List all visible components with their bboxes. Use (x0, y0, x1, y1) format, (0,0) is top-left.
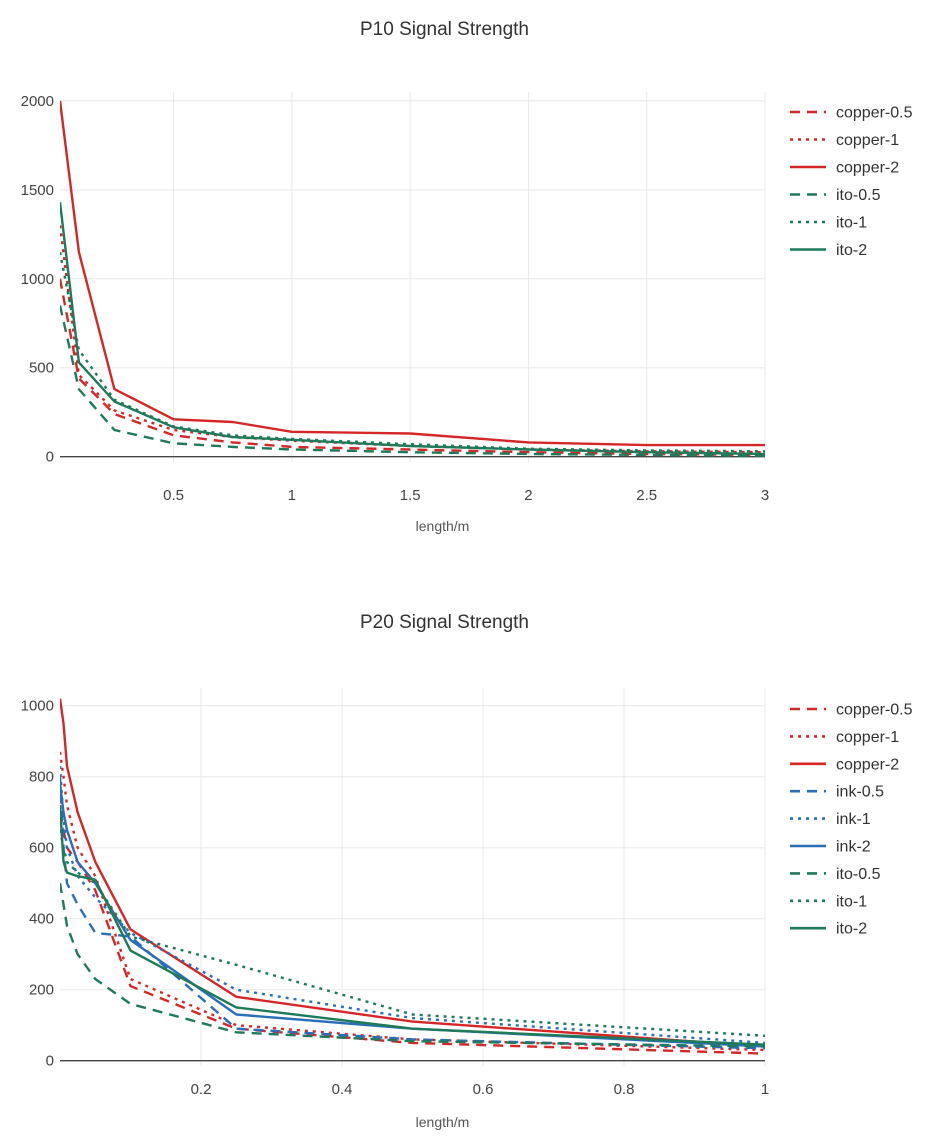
series-group (60, 100, 765, 457)
legend-label: ito-2 (836, 242, 867, 259)
chart-title: P20 Signal Strength (360, 612, 529, 633)
legend-item[interactable]: ito-2 (790, 921, 867, 938)
legend-item[interactable]: copper-1 (790, 729, 899, 746)
legend-label: copper-1 (836, 132, 899, 149)
series-line-copper-1 (60, 751, 765, 1052)
series-line-ito-0.5 (60, 883, 765, 1048)
series-line-copper-2 (60, 100, 765, 447)
legend-label: ink-1 (836, 811, 871, 828)
legend: copper-0.5 copper-1 copper-2 ink-0.5 ink-1 in… (790, 702, 913, 938)
series-line-copper-0.5 (60, 278, 765, 457)
series-line-copper-0.5 (60, 811, 765, 1055)
y-tick-label: 600 (29, 840, 54, 857)
y-tick-label: 800 (29, 769, 54, 786)
legend-label: ink-0.5 (836, 784, 884, 801)
legend-item[interactable]: copper-1 (790, 132, 899, 149)
legend-label: ito-0.5 (836, 866, 881, 883)
legend-label: copper-2 (836, 160, 899, 177)
series-line-ito-1 (60, 829, 765, 1037)
legend-label: copper-0.5 (836, 105, 913, 122)
x-tick-label: 1 (288, 487, 296, 504)
legend-item[interactable]: copper-2 (790, 756, 899, 773)
legend-label: ito-0.5 (836, 187, 881, 204)
y-tick-label: 400 (29, 911, 54, 928)
series-line-copper-2 (60, 698, 765, 1048)
y-tick-label: 500 (29, 360, 54, 377)
y-tick-label: 200 (29, 982, 54, 999)
y-tick-label: 2000 (21, 93, 54, 110)
legend-item[interactable]: ito-2 (790, 242, 867, 259)
legend-item[interactable]: ito-1 (790, 215, 867, 232)
series-line-ink-2 (60, 783, 765, 1048)
legend-label: ink-2 (836, 839, 871, 856)
y-tick-label: 1500 (21, 182, 54, 199)
y-tick-label: 1000 (21, 271, 54, 288)
legend-item[interactable]: copper-0.5 (790, 105, 913, 122)
series-line-copper-1 (60, 225, 765, 454)
legend-item[interactable]: copper-0.5 (790, 702, 913, 719)
legend-item[interactable]: copper-2 (790, 160, 899, 177)
y-tick-label: 1000 (21, 698, 54, 715)
x-axis-label: length/m (416, 518, 470, 534)
chart-1: P10 Signal Strength 0 500 1000 1500 2000 0.5 1 1… (21, 19, 913, 534)
x-tick-label: 0.6 (473, 1081, 494, 1098)
legend-item[interactable]: ito-0.5 (790, 866, 881, 883)
legend-label: copper-2 (836, 756, 899, 773)
legend-label: copper-0.5 (836, 702, 913, 719)
series-line-ito-2 (60, 805, 765, 1046)
series-line-ito-0.5 (60, 305, 765, 457)
legend-item[interactable]: ink-0.5 (790, 784, 884, 801)
chart-title: P10 Signal Strength (360, 19, 529, 40)
series-group (60, 698, 765, 1055)
x-tick-label: 2.5 (636, 487, 657, 504)
chart-2: P20 Signal Strength 0 200 400 600 800 1000 0.2 0… (21, 612, 913, 1130)
x-tick-label: 0.4 (332, 1081, 353, 1098)
y-tick-label: 0 (46, 1053, 54, 1070)
x-tick-label: 2 (524, 487, 532, 504)
x-tick-label: 3 (761, 487, 769, 504)
legend-item[interactable]: ito-0.5 (790, 187, 881, 204)
x-axis-label: length/m (416, 1114, 470, 1130)
series-line-ink-0.5 (60, 776, 765, 1050)
x-tick-label: 0.8 (614, 1081, 635, 1098)
legend: copper-0.5 copper-1 copper-2 ito-0.5 ito-1 it… (790, 105, 913, 259)
legend-label: ito-1 (836, 215, 867, 232)
legend-item[interactable]: ink-2 (790, 839, 871, 856)
x-tick-label: 1 (761, 1081, 769, 1098)
legend-label: ito-1 (836, 893, 867, 910)
legend-item[interactable]: ito-1 (790, 893, 867, 910)
x-tick-label: 0.5 (163, 487, 184, 504)
x-tick-label: 1.5 (400, 487, 421, 504)
series-line-ito-2 (60, 202, 765, 456)
legend-item[interactable]: ink-1 (790, 811, 871, 828)
x-tick-label: 0.2 (191, 1081, 212, 1098)
y-tick-label: 0 (46, 449, 54, 466)
series-line-ito-1 (60, 251, 765, 453)
legend-label: copper-1 (836, 729, 899, 746)
legend-label: ito-2 (836, 921, 867, 938)
